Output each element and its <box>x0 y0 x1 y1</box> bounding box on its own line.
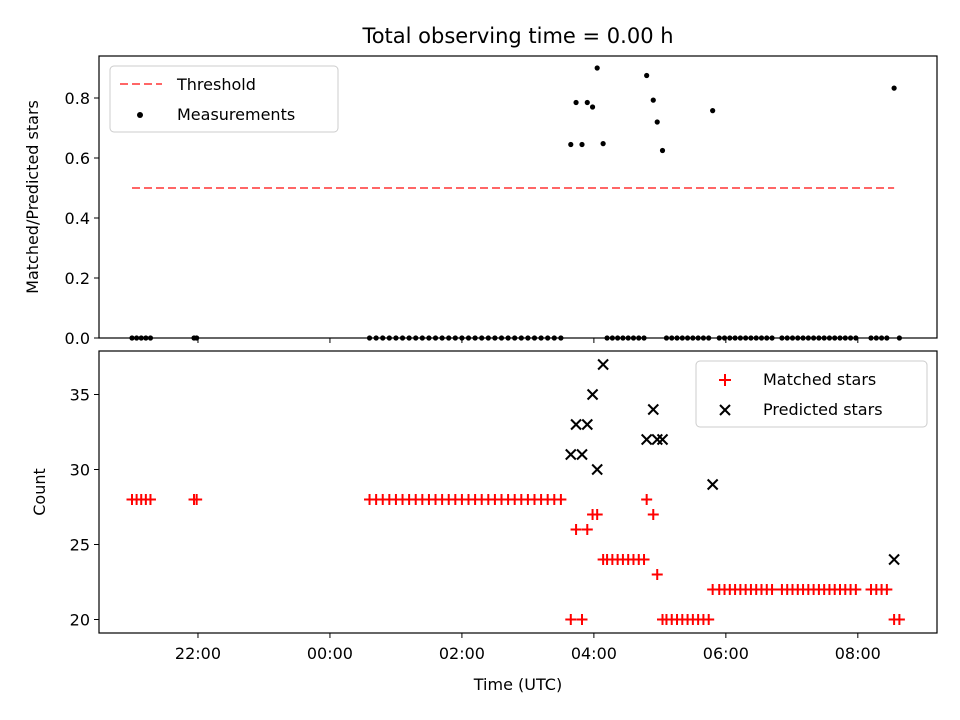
ratio-legend: Threshold Measurements <box>109 65 339 133</box>
matched-stars-point <box>570 524 582 535</box>
measurements-point <box>600 141 606 147</box>
count-axis-ticks: 20 25 30 35 22:00 00:00 02:00 04:00 06:00 08:00 <box>70 386 881 664</box>
count-legend: Matched stars Predicted stars <box>695 360 928 428</box>
predicted-stars-point <box>888 553 900 566</box>
measurements-point <box>594 65 600 71</box>
y-tick-label: 0.4 <box>65 209 90 228</box>
count-axes-frame <box>98 350 938 634</box>
measurements-point <box>589 104 596 110</box>
ratio-axis-ticks: 0.0 0.2 0.4 0.6 0.8 <box>65 89 859 348</box>
measurements-point <box>584 99 590 106</box>
matched-stars-point <box>651 569 663 580</box>
y-tick-label: 20 <box>70 611 90 630</box>
measurements-point <box>644 72 650 79</box>
y-tick-label: 35 <box>70 386 90 405</box>
x-tick-label: 06:00 <box>703 644 749 663</box>
ratio-axes-frame <box>98 55 938 339</box>
measurements-point <box>710 108 716 114</box>
y-tick-label: 0.0 <box>65 329 90 348</box>
matched-stars-point <box>591 509 603 520</box>
matched-stars-point <box>881 584 893 595</box>
predicted-stars-point <box>570 418 582 431</box>
matched-stars-point <box>641 494 653 505</box>
ratio-y-axis-label: Matched/Predicted stars <box>23 100 42 294</box>
matched-stars-legend-label: Matched stars <box>763 370 876 389</box>
matched-stars-point <box>565 614 577 625</box>
predicted-stars-point <box>581 418 593 431</box>
x-axis-label: Time (UTC) <box>473 675 562 694</box>
predicted-stars-point <box>576 448 588 461</box>
y-tick-label: 0.6 <box>65 149 90 168</box>
matched-stars-point <box>850 584 862 595</box>
matched-stars-point <box>703 614 715 625</box>
x-tick-label: 04:00 <box>571 644 617 663</box>
chart-title: Total observing time = 0.00 h <box>361 24 673 48</box>
matched-stars-point <box>893 614 905 625</box>
x-tick-label: 02:00 <box>439 644 485 663</box>
count-y-axis-label: Count <box>30 468 49 516</box>
count-plot-area <box>126 358 905 625</box>
y-tick-label: 25 <box>70 536 90 555</box>
y-tick-label: 0.2 <box>65 269 90 288</box>
matched-stars-point <box>191 494 203 505</box>
predicted-stars-point <box>647 403 659 416</box>
ratio-panel: Total observing time = 0.00 h 0.00.20.40… <box>23 24 938 348</box>
predicted-stars-point <box>706 478 719 491</box>
predicted-stars-point <box>565 448 577 461</box>
predicted-stars-legend-swatch <box>719 404 731 416</box>
matched-stars-point <box>638 554 650 565</box>
count-legend-box <box>695 360 928 428</box>
predicted-stars-point <box>656 433 669 446</box>
measurements-point <box>568 141 574 148</box>
matched-stars-point <box>647 509 659 520</box>
predicted-stars-point <box>586 388 599 401</box>
measurements-legend-swatch <box>137 112 143 118</box>
predicted-stars-point <box>640 433 653 446</box>
measurements-point <box>654 119 660 125</box>
measurements-point <box>891 85 897 91</box>
matched-stars-point <box>144 494 156 505</box>
matched-stars-point <box>576 614 588 625</box>
x-tick-label: 22:00 <box>175 644 221 663</box>
predicted-stars-point <box>597 358 609 371</box>
matched-stars-legend-swatch <box>719 374 731 386</box>
matched-stars-point <box>581 524 593 535</box>
predicted-stars-point <box>591 463 603 476</box>
threshold-legend-label: Threshold <box>176 75 256 94</box>
measurements-legend-label: Measurements <box>177 105 295 124</box>
measurements-point <box>659 147 666 154</box>
x-tick-label: 08:00 <box>835 644 881 663</box>
ratio-legend-box <box>109 65 339 133</box>
measurements-point <box>579 141 585 148</box>
predicted-stars-legend-label: Predicted stars <box>763 400 883 419</box>
x-tick-label: 00:00 <box>307 644 353 663</box>
measurements-point <box>573 99 579 106</box>
y-tick-label: 30 <box>70 461 90 480</box>
matched-stars-point <box>766 584 778 595</box>
matched-stars-point <box>555 494 567 505</box>
measurements-point <box>650 97 656 103</box>
count-panel: 20 25 30 35 22:00 00:00 02:00 04:00 06:00 08:00 C… <box>30 350 938 694</box>
y-tick-label: 0.8 <box>65 89 90 108</box>
